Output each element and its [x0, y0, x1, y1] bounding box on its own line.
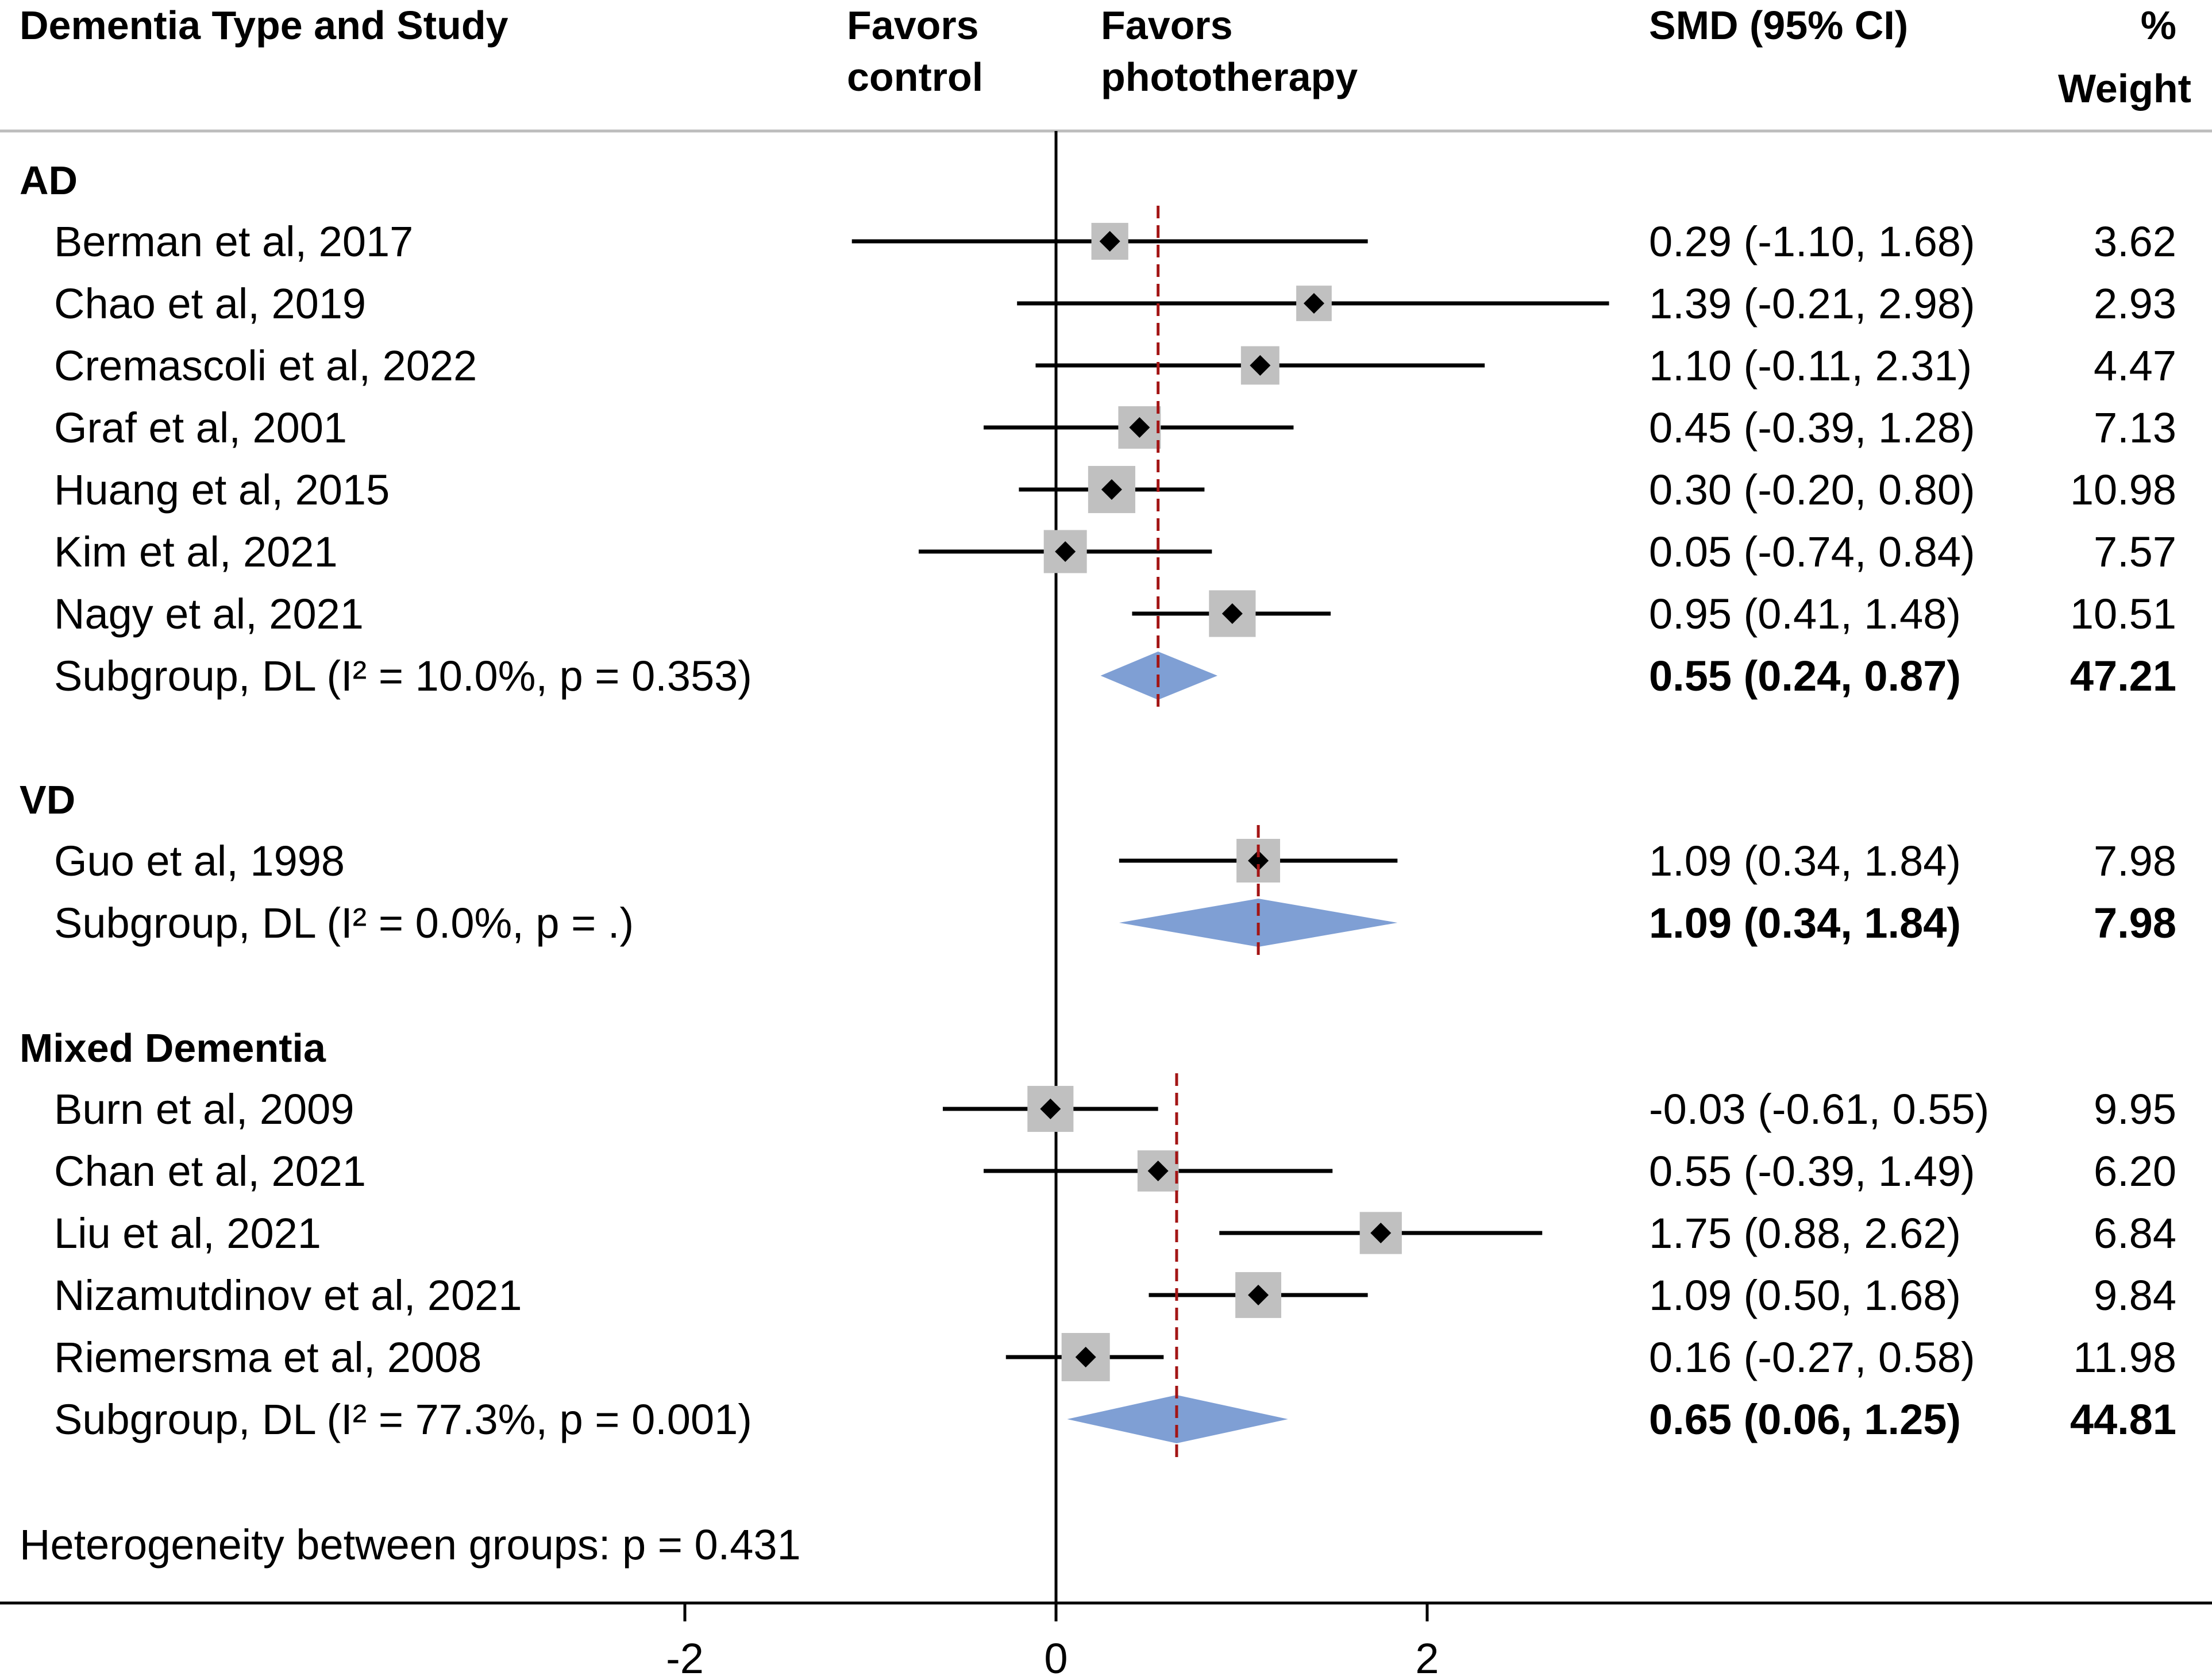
header-weight-line1: %	[2141, 3, 2176, 48]
study-label: Cremascoli et al, 2022	[54, 342, 477, 390]
study-ci-text: 1.09 (0.50, 1.68)	[1649, 1271, 1961, 1319]
x-tick-label: -2	[666, 1635, 704, 1680]
study-weight: 7.98	[2094, 837, 2176, 885]
group-title: VD	[20, 777, 75, 822]
header-favors-control-line2: control	[847, 55, 983, 99]
study-point-marker	[1248, 1285, 1269, 1305]
study-label: Huang et al, 2015	[54, 466, 390, 514]
study-label: Kim et al, 2021	[54, 528, 338, 576]
group-title: AD	[20, 158, 78, 203]
study-point-marker	[1303, 293, 1324, 314]
study-ci-text: 0.30 (-0.20, 0.80)	[1649, 466, 1975, 514]
header-weight-line2: Weight	[2058, 66, 2191, 111]
study-label: Nizamutdinov et al, 2021	[54, 1271, 522, 1319]
study-weight: 7.57	[2094, 528, 2176, 576]
subgroup-label: Subgroup, DL (I² = 10.0%, p = 0.353)	[54, 652, 752, 700]
study-weight: 6.84	[2094, 1209, 2176, 1257]
header-study: Dementia Type and Study	[20, 3, 508, 48]
subgroup-label: Subgroup, DL (I² = 77.3%, p = 0.001)	[54, 1396, 752, 1443]
study-point-marker	[1370, 1223, 1392, 1243]
study-weight: 10.98	[2070, 466, 2176, 514]
x-axis-ticks: -2 0 2	[666, 1603, 1439, 1680]
study-label: Guo et al, 1998	[54, 837, 345, 885]
study-label: Graf et al, 2001	[54, 404, 347, 452]
header-favors-treatment-line1: Favors	[1101, 3, 1233, 48]
forest-rows: AD Berman et al, 2017 0.29 (-1.10, 1.68) 3.…	[20, 158, 2176, 1457]
header-favors-control-line1: Favors	[847, 3, 979, 48]
header: Dementia Type and Study Favors control F…	[20, 3, 2191, 111]
study-point-marker	[1147, 1161, 1169, 1181]
study-label: Liu et al, 2021	[54, 1209, 321, 1257]
study-point-marker	[1055, 541, 1076, 562]
study-ci-text: 0.95 (0.41, 1.48)	[1649, 590, 1961, 638]
study-label: Chao et al, 2019	[54, 280, 366, 327]
study-weight: 10.51	[2070, 590, 2176, 638]
x-tick-label: 2	[1415, 1635, 1439, 1680]
group-title: Mixed Dementia	[20, 1026, 326, 1070]
study-weight: 9.95	[2094, 1085, 2176, 1133]
subgroup-ci-text: 1.09 (0.34, 1.84)	[1649, 899, 1961, 947]
subgroup-weight: 47.21	[2070, 652, 2176, 700]
study-weight: 2.93	[2094, 280, 2176, 327]
study-ci-text: 0.16 (-0.27, 0.58)	[1649, 1334, 1975, 1381]
study-ci-text: 0.05 (-0.74, 0.84)	[1649, 528, 1975, 576]
study-weight: 6.20	[2094, 1147, 2176, 1195]
study-label: Chan et al, 2021	[54, 1147, 366, 1195]
heterogeneity-note: Heterogeneity between groups: p = 0.431	[20, 1521, 801, 1569]
study-ci-text: 0.45 (-0.39, 1.28)	[1649, 404, 1975, 452]
study-ci-text: 0.29 (-1.10, 1.68)	[1649, 218, 1975, 265]
study-label: Berman et al, 2017	[54, 218, 413, 265]
study-point-marker	[1250, 355, 1271, 376]
study-ci-text: 1.75 (0.88, 2.62)	[1649, 1209, 1961, 1257]
study-point-marker	[1040, 1099, 1061, 1119]
study-weight: 9.84	[2094, 1271, 2176, 1319]
x-tick-label: 0	[1044, 1635, 1068, 1680]
study-point-marker	[1221, 603, 1243, 624]
study-weight: 4.47	[2094, 342, 2176, 390]
subgroup-ci-text: 0.65 (0.06, 1.25)	[1649, 1396, 1961, 1443]
header-effect: SMD (95% CI)	[1649, 3, 1908, 48]
subgroup-weight: 7.98	[2094, 899, 2176, 947]
study-ci-text: 0.55 (-0.39, 1.49)	[1649, 1147, 1975, 1195]
subgroup-label: Subgroup, DL (I² = 0.0%, p = .)	[54, 899, 634, 947]
study-ci-text: 1.10 (-0.11, 2.31)	[1649, 342, 1972, 390]
study-ci-text: 1.39 (-0.21, 2.98)	[1649, 280, 1975, 327]
study-point-marker	[1248, 850, 1269, 871]
study-point-marker	[1099, 231, 1120, 252]
study-point-marker	[1129, 417, 1150, 438]
study-point-marker	[1075, 1347, 1096, 1367]
study-label: Riemersma et al, 2008	[54, 1334, 481, 1381]
study-label: Burn et al, 2009	[54, 1085, 354, 1133]
study-ci-text: 1.09 (0.34, 1.84)	[1649, 837, 1961, 885]
study-point-marker	[1101, 479, 1122, 500]
subgroup-weight: 44.81	[2070, 1396, 2176, 1443]
subgroup-ci-text: 0.55 (0.24, 0.87)	[1649, 652, 1961, 700]
study-weight: 11.98	[2073, 1334, 2176, 1381]
study-weight: 3.62	[2094, 218, 2176, 265]
study-label: Nagy et al, 2021	[54, 590, 364, 638]
subgroup-diamond	[1067, 1395, 1288, 1443]
header-favors-treatment-line2: phototherapy	[1101, 55, 1358, 99]
study-ci-text: -0.03 (-0.61, 0.55)	[1649, 1085, 1989, 1133]
study-weight: 7.13	[2094, 404, 2176, 452]
